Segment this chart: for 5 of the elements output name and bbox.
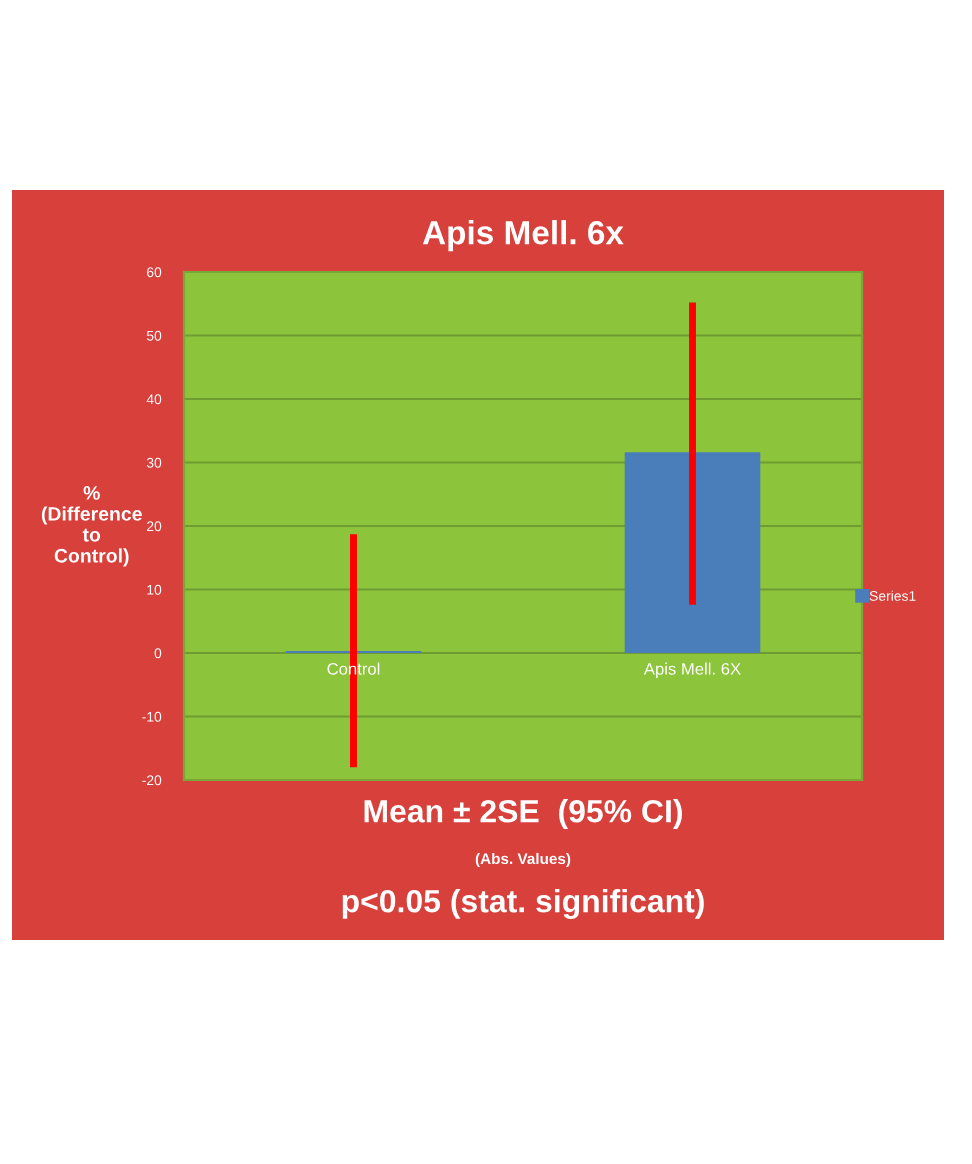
chart-title: Apis Mell. 6x <box>422 220 624 252</box>
text: Mean ± 2SE (95% CI) <box>364 799 682 829</box>
y-axis-title: % (Difference to Control) <box>41 486 142 567</box>
text: p<0.05 (stat. significant) <box>342 889 704 919</box>
x-tick-label: Apis Mell. 6X <box>643 662 741 679</box>
